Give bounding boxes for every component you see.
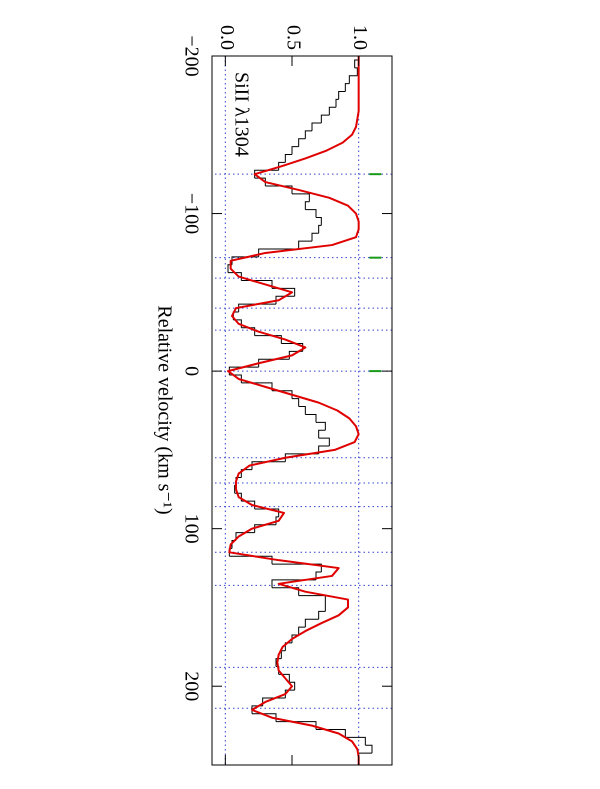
data-step (254, 508, 280, 517)
data-step (318, 610, 326, 620)
data-step (241, 327, 256, 336)
data-step (298, 626, 306, 636)
data-step (358, 752, 372, 762)
data-step (328, 106, 336, 116)
data-step (238, 303, 276, 313)
data-step (291, 634, 299, 643)
data-step (345, 736, 366, 746)
data-step (318, 224, 322, 234)
data-step (348, 75, 358, 84)
rotated-plot: SiII λ1304 Relative velocity (km s⁻¹) −2… (153, 25, 393, 766)
data-step (280, 650, 286, 659)
data-step (284, 689, 295, 699)
data-step (292, 398, 300, 407)
data-step (291, 146, 299, 155)
x-axis-label: Relative velocity (km s⁻¹) (153, 305, 175, 514)
data-step (311, 232, 319, 242)
data-step (316, 421, 326, 431)
x-tick-label: −100 (180, 193, 202, 234)
data-step (304, 618, 319, 628)
data-step (305, 209, 317, 218)
data-step (305, 413, 317, 423)
data-step (316, 216, 322, 226)
data-step (335, 98, 339, 108)
data-step (298, 240, 312, 250)
data-step (298, 138, 306, 147)
x-tick-label: 0 (180, 366, 202, 376)
data-step (311, 122, 322, 131)
data-step (304, 130, 312, 139)
y-tick-label: 0.0 (216, 25, 238, 50)
data-step (338, 90, 346, 100)
data-step (240, 469, 252, 478)
y-tick-label: 1.0 (349, 25, 371, 50)
data-step (344, 83, 350, 92)
data-step (318, 445, 330, 454)
x-tick-label: −200 (180, 35, 202, 76)
data-step (298, 595, 326, 604)
y-tick-label: 0.5 (282, 25, 304, 50)
data-step (272, 563, 322, 572)
data-step (275, 658, 282, 667)
data-step (318, 429, 326, 439)
data-step (320, 114, 330, 123)
x-tick-label: 100 (180, 514, 202, 544)
data-step (284, 153, 292, 163)
x-tick-label: 200 (180, 671, 202, 701)
model-line (227, 56, 360, 765)
data-step (354, 59, 359, 68)
data-step (229, 555, 273, 565)
data-step (354, 67, 358, 76)
data-step (304, 201, 310, 210)
data-step (318, 437, 330, 446)
data-step (254, 177, 266, 186)
data-step (298, 406, 306, 415)
data-step (272, 587, 300, 596)
data-step (251, 461, 286, 470)
data-step (292, 193, 310, 202)
data-step (284, 642, 292, 651)
data-step (365, 744, 373, 754)
data-step (254, 335, 282, 344)
data-step (254, 524, 276, 533)
data-step (315, 571, 322, 580)
data-step (265, 185, 293, 194)
chart-title: SiII λ1304 (230, 72, 252, 157)
data-step (289, 681, 296, 691)
plot-frame (211, 55, 393, 766)
